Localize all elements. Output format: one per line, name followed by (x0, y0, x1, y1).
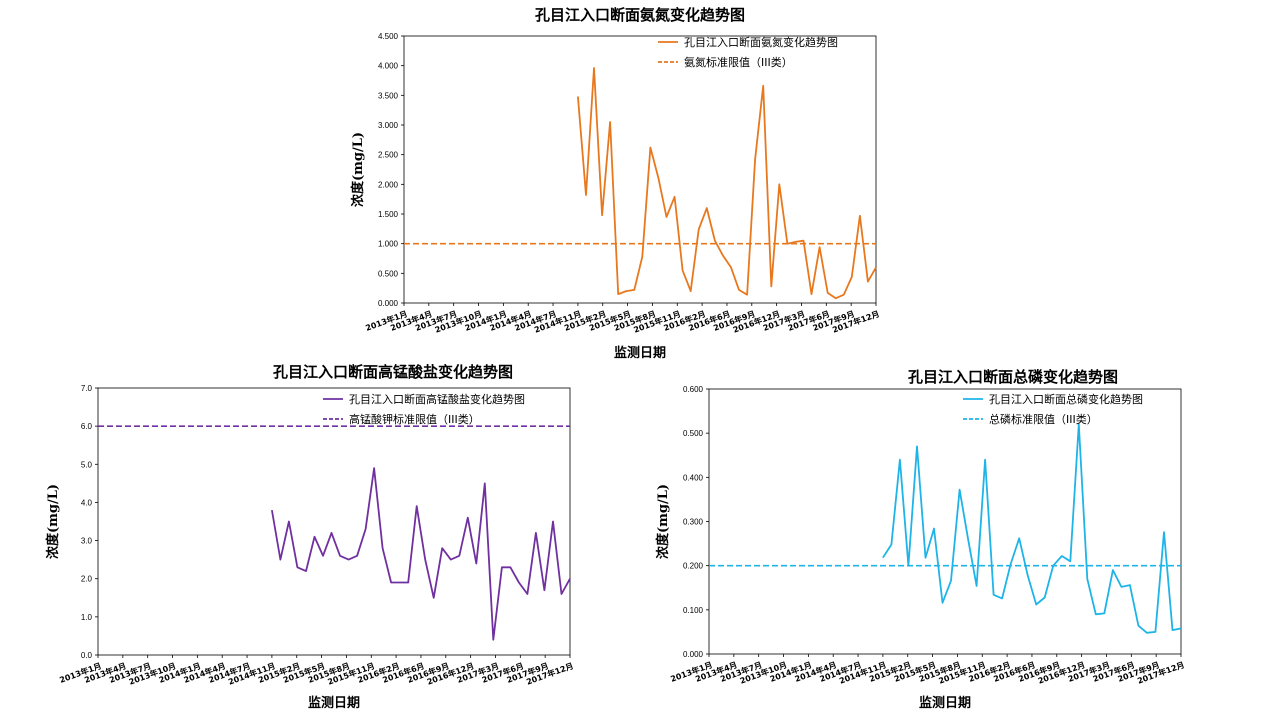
legend-label: 总磷标准限值（III类） (989, 412, 1098, 426)
plot-area (403, 35, 877, 304)
legend-label: 氨氮标准限值（III类） (684, 55, 793, 69)
y-tick-label: 0.400 (683, 473, 704, 482)
legend-label: 孔目江入口断面氨氮变化趋势图 (684, 35, 838, 49)
y-tick-label: 1.500 (378, 210, 399, 219)
legend-label: 孔目江入口断面总磷变化趋势图 (989, 392, 1143, 406)
series-line (577, 67, 877, 300)
y-tick-label: 2.000 (378, 180, 399, 189)
y-tick-label: 5.0 (81, 460, 93, 469)
series-line (882, 423, 1182, 634)
y-tick-label: 0.300 (683, 518, 704, 527)
legend-label: 高锰酸钾标准限值（III类） (349, 412, 480, 426)
series-line (271, 467, 571, 641)
y-tick-label: 7.0 (81, 384, 93, 393)
plot-area (97, 387, 571, 656)
y-tick-label: 3.000 (378, 121, 399, 130)
y-tick-label: 2.500 (378, 151, 399, 160)
y-tick-label: 0.200 (683, 562, 704, 571)
chart-title: 孔目江入口断面氨氮变化趋势图 (535, 6, 745, 24)
chart-ammonia: 孔目江入口断面氨氮变化趋势图 0.000 0.500 1.000 1.500 2.000 2… (350, 6, 881, 361)
y-tick-label: 0.000 (683, 650, 704, 659)
legend-label: 孔目江入口断面高锰酸盐变化趋势图 (349, 392, 525, 406)
x-axis-label: 监测日期 (308, 695, 360, 711)
chart-title: 孔目江入口断面高锰酸盐变化趋势图 (273, 363, 513, 381)
y-tick-label: 1.000 (378, 240, 399, 249)
x-axis-label: 监测日期 (919, 695, 971, 711)
y-tick-label: 0.500 (683, 429, 704, 438)
chart-title: 孔目江入口断面总磷变化趋势图 (908, 368, 1118, 386)
y-tick-label: 0.000 (378, 299, 399, 308)
y-tick-label: 0.100 (683, 606, 704, 615)
plot-area (708, 388, 1182, 655)
y-axis-label: 浓度(mg/L) (350, 132, 366, 207)
y-tick-label: 0.600 (683, 385, 704, 394)
y-tick-label: 4.0 (81, 498, 93, 507)
chart-permanganate: 孔目江入口断面高锰酸盐变化趋势图 0.0 1.0 2.0 3.0 4.0 5.0 6.0 7.0… (45, 363, 575, 711)
y-tick-label: 4.500 (378, 32, 399, 41)
y-tick-label: 1.0 (81, 613, 93, 622)
y-tick-label: 6.0 (81, 422, 93, 431)
y-tick-label: 2.0 (81, 575, 93, 584)
chart-phosphorus: 孔目江入口断面总磷变化趋势图 0.000 0.100 0.200 0.300 0.400 0… (655, 368, 1186, 711)
x-axis-label: 监测日期 (614, 345, 666, 361)
y-tick-label: 0.0 (81, 651, 93, 660)
y-axis-label: 浓度(mg/L) (45, 484, 61, 559)
y-axis-label: 浓度(mg/L) (655, 484, 671, 559)
y-tick-label: 0.500 (378, 269, 399, 278)
y-tick-label: 3.500 (378, 91, 399, 100)
y-tick-label: 3.0 (81, 537, 93, 546)
y-tick-label: 4.000 (378, 62, 399, 71)
